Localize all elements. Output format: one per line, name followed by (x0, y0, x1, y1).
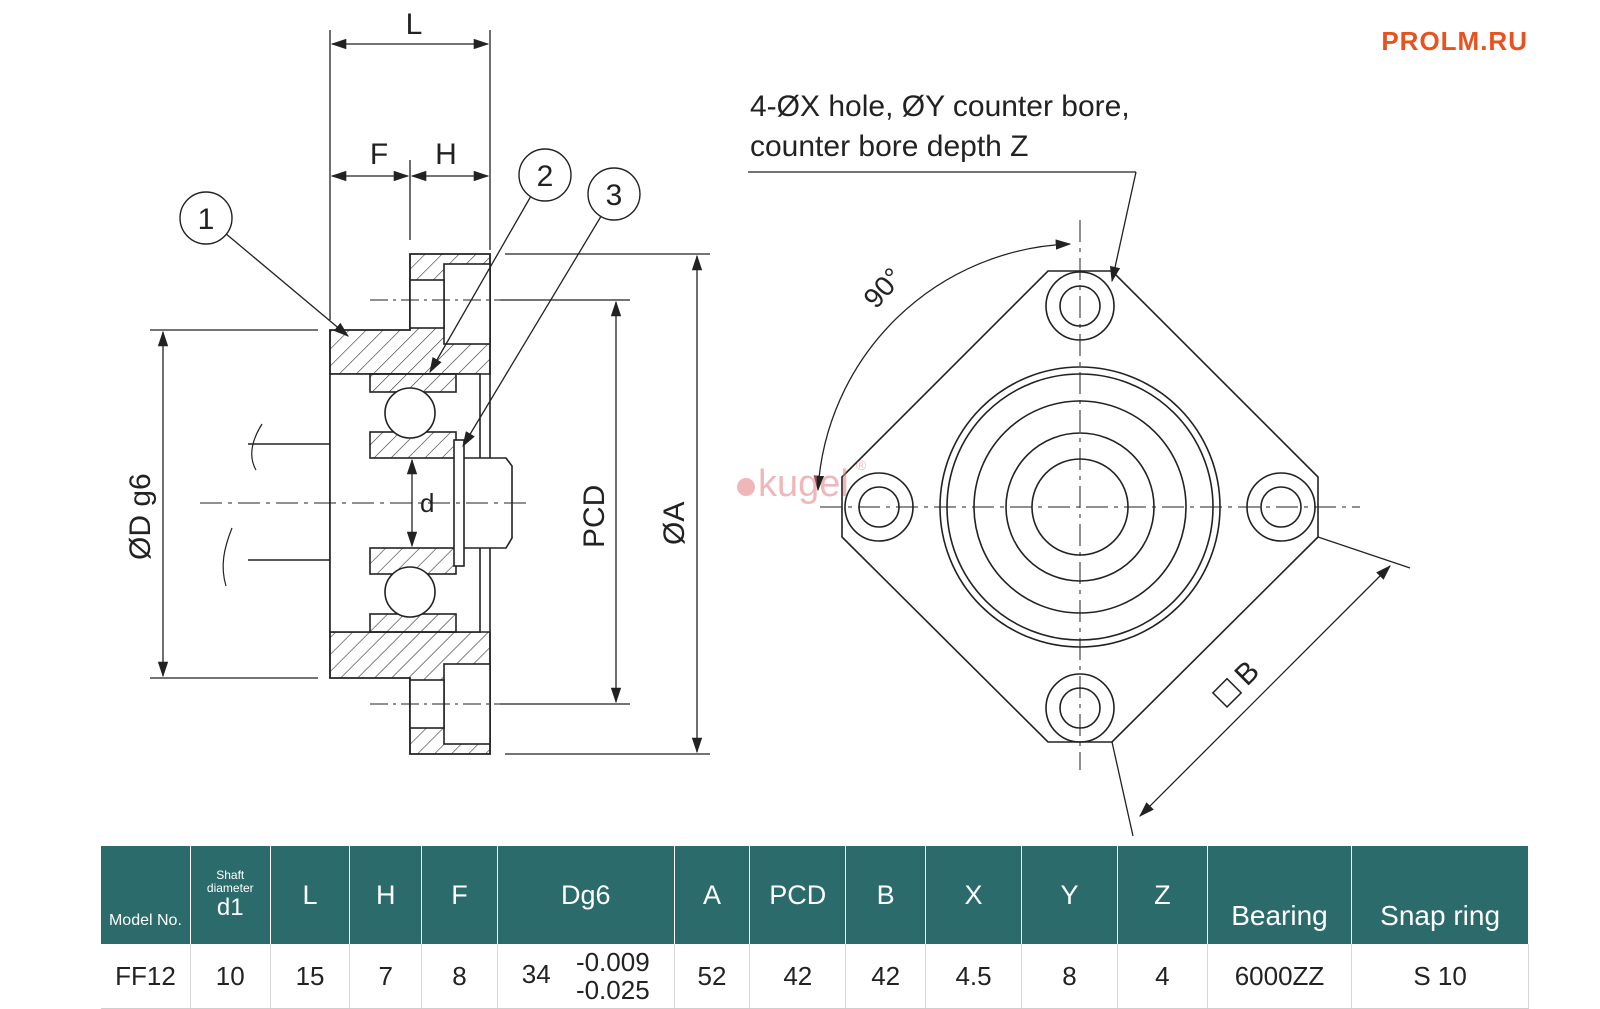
ball-top (384, 387, 436, 439)
side-view (200, 253, 530, 755)
callout-note-line2: counter bore depth Z (750, 130, 1029, 163)
cell-snap: S 10 (1351, 944, 1529, 1009)
header-shaft: Shaft diameter d1 (190, 846, 271, 944)
header-shaft-small: Shaft diameter (206, 868, 254, 895)
callout-note-line1: 4-ØX hole, ØY counter bore, (750, 90, 1130, 123)
balloon-2-label: 2 (537, 160, 554, 193)
leader-3 (462, 212, 604, 448)
balloon-3-label: 3 (606, 179, 623, 212)
header-L: L (270, 846, 351, 944)
table-header-row: Model No. Shaft diameter d1 L H F Dg6 A … (101, 846, 1529, 944)
tol-upper: -0.009 (575, 947, 650, 977)
cell-H: 7 (349, 944, 423, 1009)
cell-X: 4.5 (925, 944, 1022, 1009)
spec-table: Model No. Shaft diameter d1 L H F Dg6 A … (101, 846, 1529, 1009)
label-d: d (420, 488, 434, 518)
hole-top (409, 279, 445, 329)
header-snap: Snap ring (1351, 846, 1529, 944)
cell-F: 8 (421, 944, 498, 1009)
cell-L: 15 (270, 944, 351, 1009)
table-row: FF12 10 15 7 8 34 -0.009 -0.025 52 42 42… (101, 944, 1529, 1009)
label-D: ØD g6 (124, 473, 157, 560)
balloons (179, 148, 641, 245)
square-symbol (1211, 677, 1243, 709)
label-F: F (370, 138, 388, 171)
front-dimensions (748, 171, 1411, 837)
shaft-break-top (251, 423, 263, 471)
header-PCD: PCD (749, 846, 847, 944)
label-L: L (406, 8, 423, 41)
header-model: Model No. (101, 846, 191, 944)
header-Y: Y (1021, 846, 1118, 944)
header-H: H (349, 846, 423, 944)
header-shaft-big: d1 (216, 894, 244, 921)
balloon-3 (587, 167, 641, 221)
cell-dg6: 34 -0.009 -0.025 (497, 944, 675, 1009)
balloon-1-label: 1 (198, 203, 215, 236)
cell-Z: 4 (1117, 944, 1208, 1009)
cell-dg6-tolerance: -0.009 -0.025 (576, 948, 650, 1004)
header-A: A (674, 846, 751, 944)
cell-PCD: 42 (749, 944, 847, 1009)
header-dg6: Dg6 (497, 846, 675, 944)
cell-B: 42 (845, 944, 927, 1009)
leader-1 (224, 232, 349, 337)
ball-bottom (384, 566, 436, 618)
watermark-text: kugel (758, 463, 849, 505)
label-H: H (435, 138, 457, 171)
cell-dg6-value: 34 (521, 958, 551, 989)
shaft-break-bottom (222, 527, 233, 587)
header-bearing: Bearing (1207, 846, 1353, 944)
balloon-1 (179, 191, 233, 245)
header-Z: Z (1117, 846, 1208, 944)
tol-lower: -0.025 (575, 975, 650, 1005)
label-PCD: PCD (578, 485, 611, 548)
cell-A: 52 (674, 944, 751, 1009)
leader-2 (429, 195, 532, 374)
brand-logo: PROLM.RU (1381, 26, 1528, 56)
technical-drawing: L F H ØD g6 d PCD ØA 1 2 3 (124, 8, 1411, 837)
side-labels: L F H ØD g6 d PCD ØA (124, 8, 691, 560)
dim-B (1139, 565, 1391, 817)
counter-bore-top (443, 263, 491, 345)
cell-bearing: 6000ZZ (1207, 944, 1353, 1009)
angle-arc (813, 239, 1072, 492)
note-leader (1109, 171, 1137, 283)
angle-label: 90° (857, 262, 908, 314)
label-A: ØA (658, 502, 691, 545)
watermark: kugel ® (737, 457, 867, 505)
side-dimensions (150, 30, 710, 755)
header-B: B (845, 846, 927, 944)
front-view (820, 220, 1360, 770)
cell-Y: 8 (1021, 944, 1118, 1009)
watermark-mark: ® (856, 457, 867, 473)
header-F: F (421, 846, 498, 944)
balloon-2 (518, 148, 572, 202)
header-X: X (925, 846, 1022, 944)
cell-model: FF12 (101, 944, 191, 1009)
cell-d1: 10 (190, 944, 271, 1009)
